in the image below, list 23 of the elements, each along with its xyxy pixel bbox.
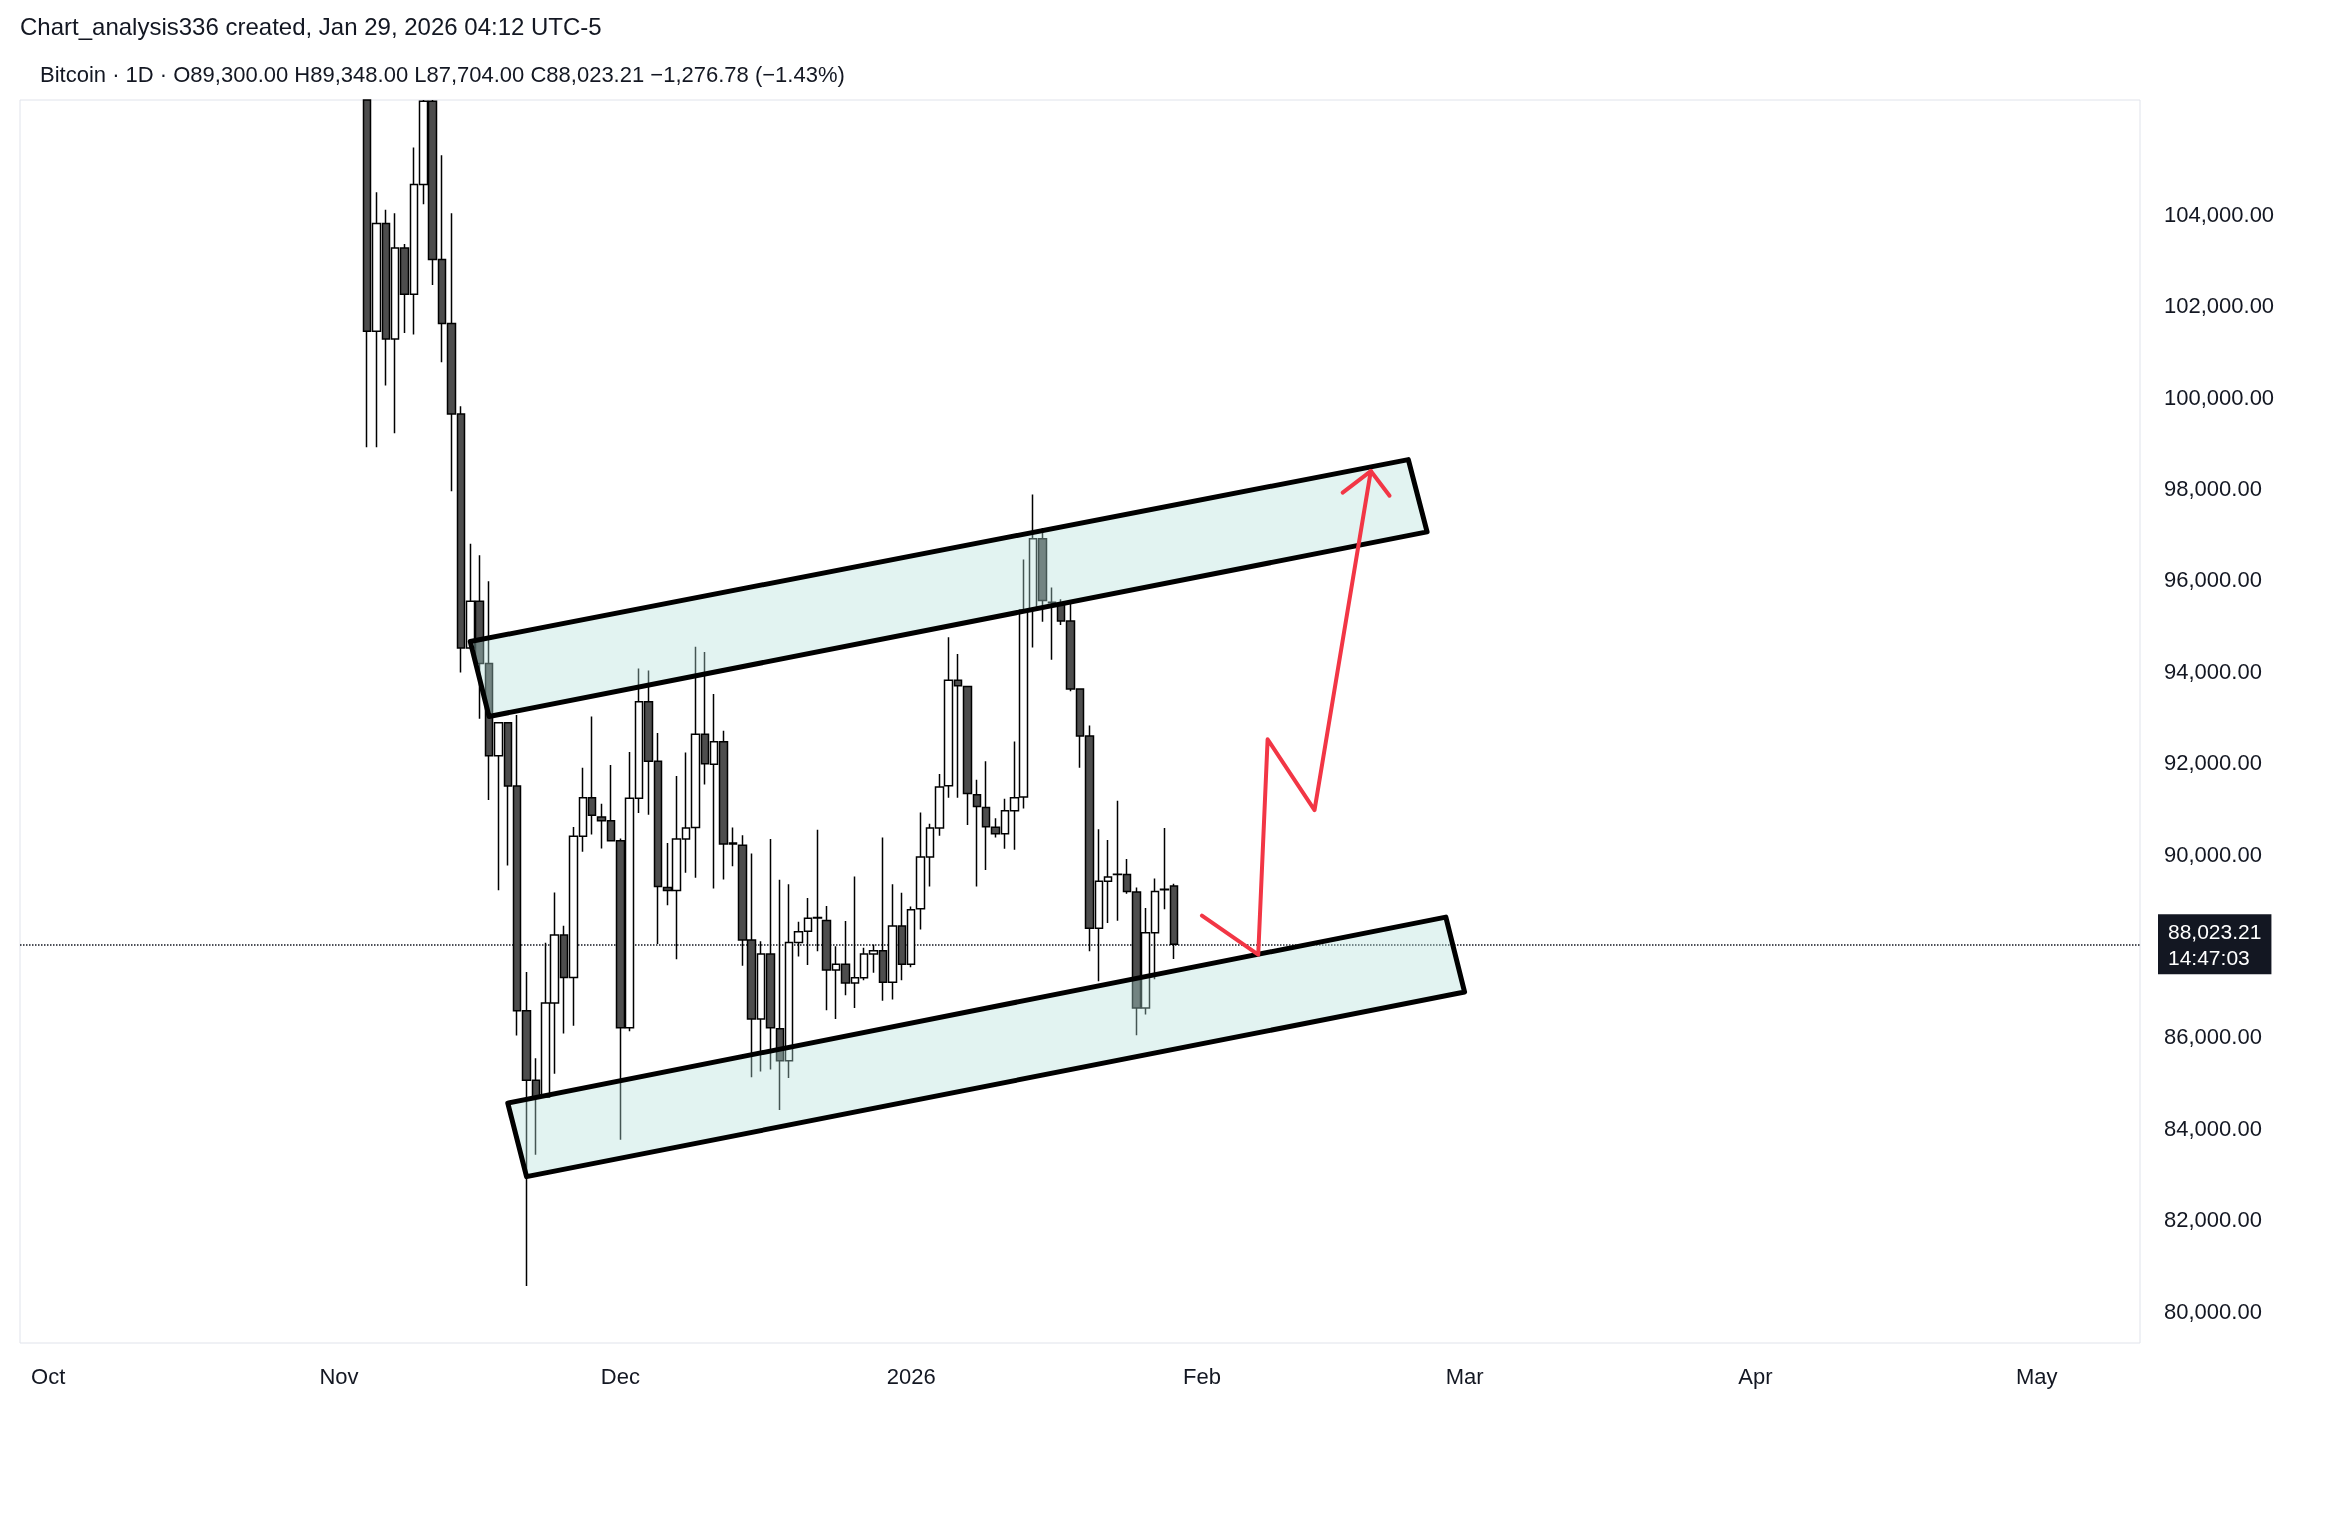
y-tick-label: 84,000.00 (2164, 1115, 2262, 1141)
ref-line-label: 88,023.21 14:47:03 (2168, 919, 2262, 969)
y-tick-label: 102,000.00 (2164, 293, 2275, 319)
x-tick-label: Feb (1182, 1363, 1221, 1389)
y-tick-label: 92,000.00 (2164, 750, 2262, 776)
y-tick-label: 104,000.00 (2164, 201, 2275, 227)
y-tick-label: 100,000.00 (2164, 384, 2275, 410)
y-tick-label: 80,000.00 (2164, 1298, 2262, 1324)
y-tick-label: 98,000.00 (2164, 475, 2262, 501)
y-tick-label: 90,000.00 (2164, 841, 2262, 867)
x-tick-label: May (2016, 1363, 2058, 1389)
x-tick-label: Mar (1445, 1363, 1484, 1389)
text: Chart_analysis336 created, Jan 29, 2026 04:12 UTC-5 (20, 12, 602, 40)
x-tick-label: Apr (1738, 1363, 1773, 1389)
y-tick-label: 96,000.00 (2164, 567, 2262, 593)
x-tick-label: Dec (600, 1363, 640, 1389)
x-tick-label: 2026 (886, 1363, 936, 1389)
y-tick-label: 94,000.00 (2164, 658, 2262, 684)
x-tick-label: Nov (319, 1363, 359, 1389)
x-tick-label: Oct (31, 1363, 66, 1389)
y-tick-label: 82,000.00 (2164, 1207, 2262, 1233)
y-tick-label: 86,000.00 (2164, 1024, 2262, 1050)
chart-title: Bitcoin · 1D · O89,300.00 H89,348.00 L87,704.00 C88,023.21 −1,276.78 (−1.43%) (40, 61, 845, 87)
